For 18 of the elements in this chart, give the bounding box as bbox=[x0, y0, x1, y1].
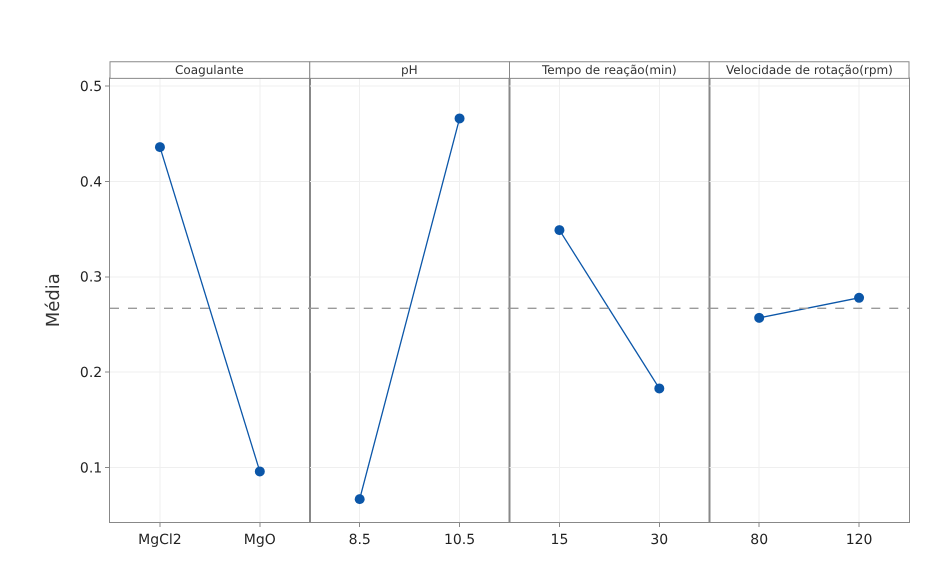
chart-title: pH bbox=[401, 63, 418, 77]
x-tick-label: 10.5 bbox=[444, 532, 476, 548]
y-tick-label: 0.5 bbox=[80, 78, 102, 95]
x-tick-label: MgCl2 bbox=[138, 532, 182, 548]
x-tick-label: 30 bbox=[650, 532, 668, 548]
chart-title: Velocidade de rotação(rpm) bbox=[726, 63, 893, 77]
y-tick-label: 0.4 bbox=[80, 174, 102, 190]
y-tick-label: 0.2 bbox=[80, 365, 102, 382]
x-tick-label: MgO bbox=[244, 532, 276, 548]
x-tick-label: 80 bbox=[750, 532, 768, 548]
chart-title: Coagulante bbox=[175, 63, 244, 77]
y-tick-label: 0.3 bbox=[80, 270, 102, 286]
chart-title: Tempo de reação(min) bbox=[541, 63, 677, 77]
x-tick-label: 15 bbox=[550, 532, 568, 548]
x-tick-label: 120 bbox=[846, 532, 872, 548]
y-tick-label: 0.1 bbox=[80, 460, 102, 477]
x-tick-label: 8.5 bbox=[348, 532, 371, 548]
y-axis-title: Média bbox=[43, 273, 64, 328]
